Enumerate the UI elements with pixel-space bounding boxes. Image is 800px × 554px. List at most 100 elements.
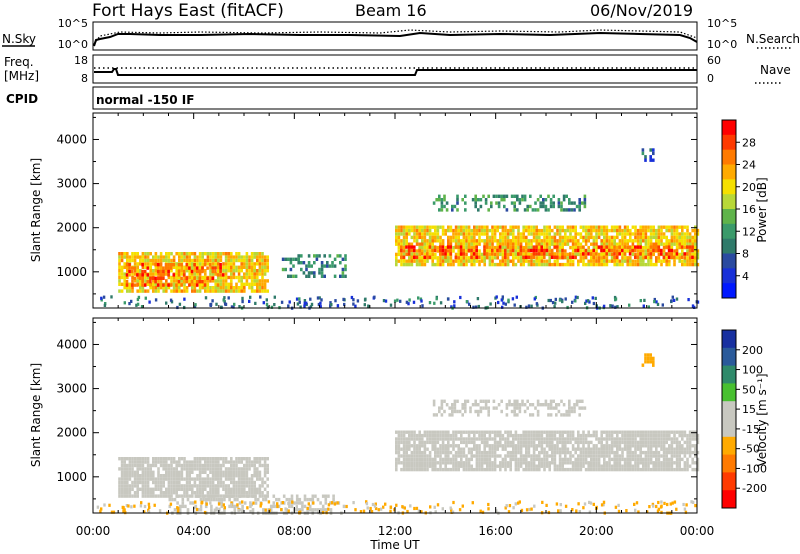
data-cell <box>441 228 445 233</box>
data-cell <box>211 276 215 280</box>
data-cell <box>553 457 557 462</box>
data-cell <box>560 399 563 403</box>
data-cell <box>644 450 648 455</box>
data-cell <box>652 444 655 448</box>
data-cell <box>558 450 562 455</box>
data-cell <box>217 502 221 506</box>
data-cell <box>553 454 557 458</box>
data-cell <box>154 258 158 263</box>
data-cell <box>454 235 458 240</box>
data-cell <box>662 245 666 250</box>
data-cell <box>219 484 223 488</box>
data-cell <box>217 252 220 256</box>
data-cell <box>397 450 401 455</box>
data-cell <box>125 263 129 267</box>
data-cell <box>603 454 606 458</box>
data-cell <box>597 225 601 229</box>
data-cell <box>131 255 134 259</box>
data-cell <box>655 262 658 267</box>
data-cell <box>460 256 463 260</box>
data-cell <box>177 269 181 274</box>
data-cell <box>657 232 661 236</box>
data-cell <box>667 248 671 253</box>
data-cell <box>592 444 596 448</box>
data-cell <box>441 232 445 236</box>
data-cell <box>473 437 476 441</box>
data-cell <box>529 413 532 417</box>
data-cell <box>499 262 502 267</box>
data-cell <box>496 228 499 233</box>
data-cell <box>480 450 484 455</box>
data-cell <box>141 255 145 259</box>
data-cell <box>449 506 452 510</box>
data-cell <box>608 248 611 253</box>
data-cell <box>183 282 186 286</box>
data-cell <box>261 463 264 468</box>
data-cell <box>405 252 408 257</box>
data-cell <box>408 461 411 465</box>
data-cell <box>490 201 493 205</box>
data-cell <box>318 254 321 258</box>
data-cell <box>423 255 426 259</box>
data-cell <box>538 454 541 458</box>
data-cell <box>694 454 697 458</box>
data-cell <box>266 477 269 481</box>
data-cell <box>211 286 215 290</box>
data-cell <box>419 297 423 301</box>
data-cell <box>249 509 252 514</box>
data-cell <box>686 225 689 229</box>
data-cell <box>543 457 546 462</box>
data-cell <box>647 430 650 434</box>
data-cell <box>287 502 290 506</box>
data-cell <box>556 252 559 257</box>
data-cell <box>154 463 158 468</box>
data-cell <box>167 258 171 263</box>
data-cell <box>206 463 210 468</box>
data-cell <box>402 437 406 441</box>
data-cell <box>157 494 160 498</box>
data-cell <box>530 239 533 243</box>
data-cell <box>232 305 235 309</box>
data-cell <box>460 262 463 267</box>
data-cell <box>616 464 619 468</box>
data-cell <box>217 262 220 266</box>
data-cell <box>634 255 637 259</box>
data-cell <box>183 258 186 263</box>
data-cell <box>682 502 685 507</box>
data-cell <box>254 497 257 502</box>
data-cell <box>517 461 520 465</box>
data-cell <box>670 444 674 448</box>
data-cell <box>610 252 614 257</box>
data-cell <box>227 258 230 263</box>
data-cell <box>263 474 267 478</box>
data-cell <box>465 461 468 465</box>
data-cell <box>272 504 276 509</box>
data-cell <box>644 437 648 441</box>
data-cell <box>403 506 406 510</box>
data-cell <box>139 460 142 464</box>
data-cell <box>538 444 541 448</box>
data-cell <box>628 252 632 256</box>
data-cell <box>423 262 427 267</box>
data-cell <box>180 484 184 488</box>
data-cell <box>258 258 262 263</box>
data-cell <box>214 252 217 256</box>
data-cell <box>452 245 455 250</box>
data-cell <box>223 296 226 300</box>
data-cell <box>642 245 645 250</box>
data-cell <box>141 487 145 491</box>
data-cell <box>177 263 181 267</box>
data-cell <box>243 487 246 491</box>
data-cell <box>431 433 434 438</box>
data-cell <box>578 413 581 417</box>
data-cell <box>556 464 559 468</box>
data-cell <box>636 430 640 434</box>
data-cell <box>198 460 202 464</box>
data-cell <box>681 228 684 233</box>
data-cell <box>603 232 606 236</box>
data-cell <box>597 228 601 233</box>
data-cell <box>168 497 172 502</box>
data-cell <box>613 225 616 229</box>
data-cell <box>649 239 653 243</box>
data-cell <box>644 360 647 364</box>
